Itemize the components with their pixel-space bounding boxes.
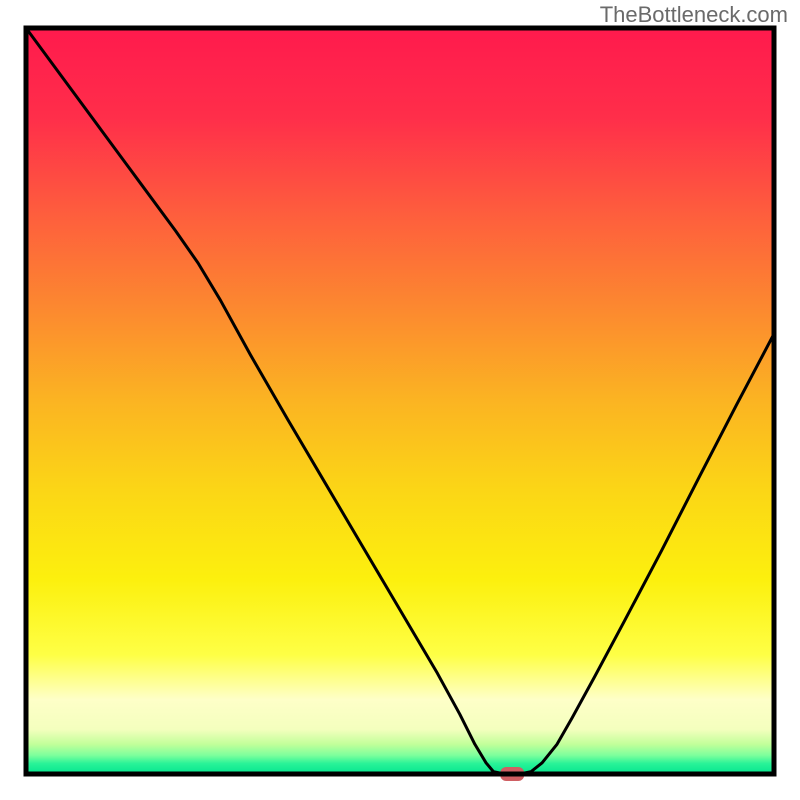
watermark-text: TheBottleneck.com bbox=[600, 2, 788, 28]
chart-container: TheBottleneck.com bbox=[0, 0, 800, 800]
bottleneck-chart bbox=[0, 0, 800, 800]
